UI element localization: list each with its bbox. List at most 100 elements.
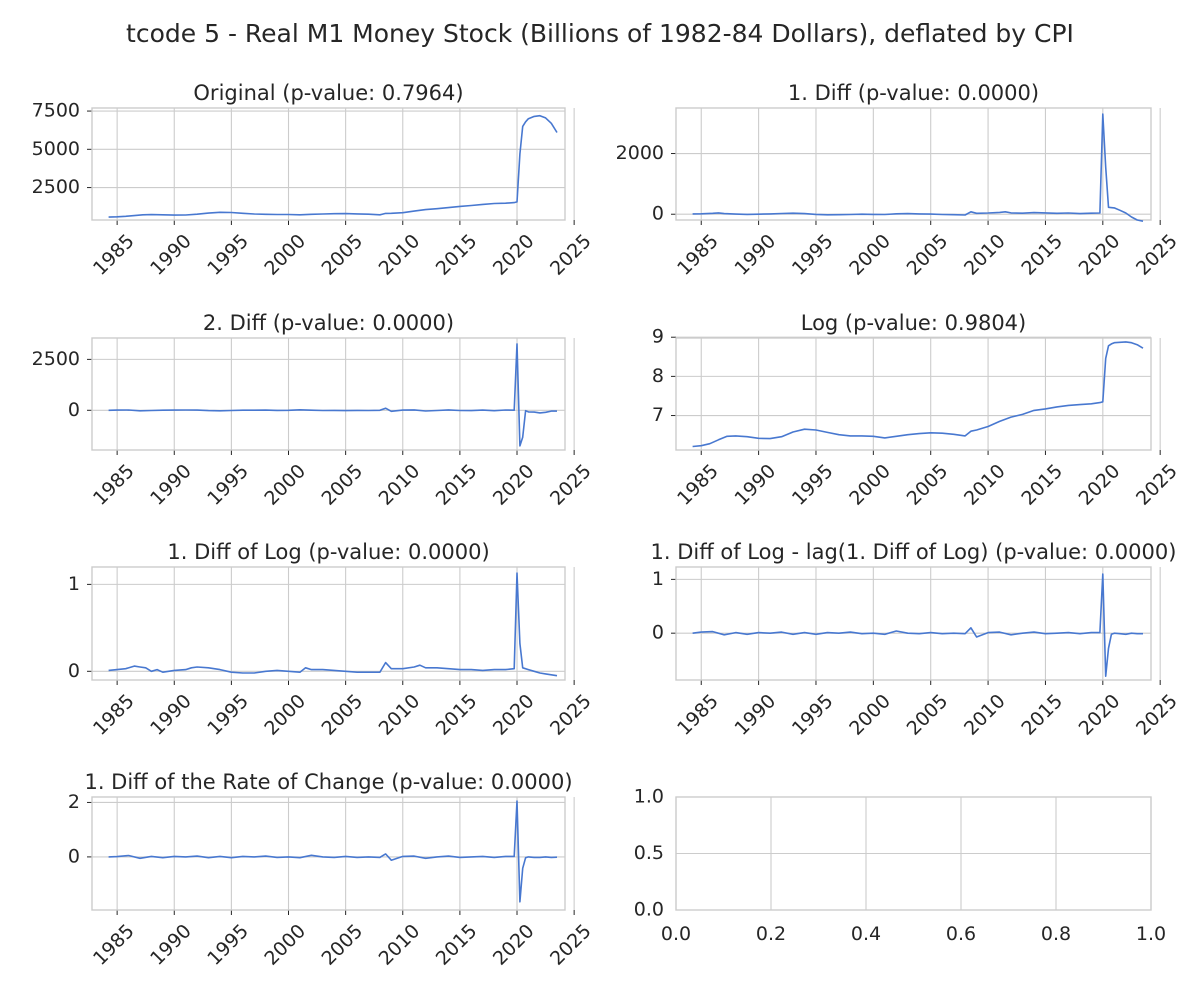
x-tick-label: 1985	[673, 460, 723, 510]
plot-area	[675, 337, 1152, 451]
plot-area	[91, 337, 566, 451]
x-tick-label: 2010	[960, 230, 1010, 280]
subplot-4: Log (p-value: 0.9804) 1985 1990 1995 2000 200…	[652, 311, 1182, 510]
x-tick-label: 2010	[375, 690, 425, 740]
series-line	[692, 341, 1144, 448]
y-tick-label: 2	[68, 791, 80, 813]
plot-area	[675, 566, 1152, 681]
series-line	[108, 343, 557, 447]
x-tick-label: 2000	[260, 920, 310, 970]
x-tick-label: 2015	[432, 460, 482, 510]
x-tick-label: 2020	[1075, 230, 1125, 280]
y-tick-label: 1.0	[634, 786, 664, 808]
x-tick-label: 1990	[146, 460, 196, 510]
plot-area	[675, 796, 1152, 911]
subplot-grid: Original (p-value: 0.7964)1985 1990 1995 20…	[32, 81, 1182, 970]
y-tick-label: 0	[652, 622, 664, 644]
y-tick-label: 0	[68, 660, 80, 682]
series-line	[108, 572, 558, 677]
y-tick-label: 1	[652, 568, 664, 590]
x-tick-label: 2015	[432, 920, 482, 970]
subplot-1: Original (p-value: 0.7964)1985 1990 1995 20…	[32, 81, 596, 280]
x-tick-label: 2005	[317, 460, 367, 510]
y-tick-label: 7500	[32, 100, 80, 122]
x-tick-label: 1995	[203, 920, 253, 970]
plot-area	[91, 566, 566, 681]
x-tick-label: 2000	[845, 690, 895, 740]
x-tick-label: 2020	[1075, 690, 1125, 740]
x-tick-label: 2005	[317, 690, 367, 740]
y-tick-label: 0.0	[634, 899, 664, 921]
x-tick-label: 2020	[1075, 460, 1125, 510]
x-tick-label: 2025	[546, 920, 596, 970]
x-tick-label: 1995	[203, 230, 253, 280]
y-tick-label: 9	[652, 326, 664, 348]
plot-area	[91, 107, 566, 221]
x-tick-label: 2005	[903, 460, 953, 510]
y-tick-label: 0	[68, 845, 80, 867]
plot-area	[675, 107, 1152, 221]
x-tick-label: 2015	[1017, 460, 1067, 510]
x-tick-label: 2015	[432, 230, 482, 280]
x-tick-label: 1990	[730, 230, 780, 280]
x-tick-label: 2010	[960, 460, 1010, 510]
x-tick-label: 2005	[903, 230, 953, 280]
y-tick-label: 7	[652, 404, 664, 426]
x-tick-label: 0.8	[1041, 923, 1071, 945]
x-tick-label: 2010	[375, 920, 425, 970]
x-tick-label: 1990	[146, 230, 196, 280]
x-tick-label: 2015	[432, 690, 482, 740]
subplot-6: 1. Diff of Log - lag(1. Diff of Log) (p-…	[651, 540, 1182, 740]
x-tick-label: 2025	[1132, 690, 1182, 740]
subplot-title: 1. Diff (p-value: 0.0000)	[788, 81, 1039, 105]
x-tick-label: 2025	[546, 230, 596, 280]
x-tick-label: 0.0	[661, 923, 691, 945]
x-tick-label: 1985	[89, 230, 139, 280]
x-tick-label: 1995	[203, 690, 253, 740]
subplot-title: Original (p-value: 0.7964)	[193, 81, 463, 105]
subplot-title: 1. Diff of Log (p-value: 0.0000)	[167, 540, 489, 564]
y-tick-label: 2000	[616, 142, 664, 164]
x-tick-label: 0.4	[851, 923, 881, 945]
y-tick-label: 2500	[32, 348, 80, 370]
x-tick-label: 0.2	[756, 923, 786, 945]
x-tick-label: 0.6	[946, 923, 976, 945]
series-line	[108, 114, 558, 218]
x-tick-label: 2010	[375, 230, 425, 280]
x-tick-label: 2020	[489, 230, 539, 280]
x-tick-label: 2000	[260, 460, 310, 510]
y-tick-label: 5000	[32, 138, 80, 160]
x-tick-label: 2015	[1017, 690, 1067, 740]
x-tick-label: 2020	[489, 460, 539, 510]
x-tick-label: 2000	[845, 460, 895, 510]
x-tick-label: 1990	[146, 920, 196, 970]
x-tick-label: 1985	[673, 690, 723, 740]
x-tick-label: 1985	[673, 230, 723, 280]
x-tick-label: 2000	[260, 690, 310, 740]
x-tick-label: 2025	[546, 460, 596, 510]
x-tick-label: 2010	[960, 690, 1010, 740]
series-line	[692, 113, 1144, 222]
subplot-2: 1. Diff (p-value: 0.0000) 1985 1990 1995 200…	[616, 81, 1182, 280]
subplot-title: Log (p-value: 0.9804)	[801, 311, 1027, 335]
x-tick-label: 2005	[903, 690, 953, 740]
x-tick-label: 1995	[788, 230, 838, 280]
x-tick-label: 2025	[1132, 230, 1182, 280]
x-tick-label: 2005	[317, 920, 367, 970]
x-tick-label: 1995	[203, 460, 253, 510]
y-tick-label: 0.5	[634, 842, 664, 864]
x-tick-label: 1985	[89, 690, 139, 740]
x-tick-label: 1990	[730, 690, 780, 740]
y-tick-label: 8	[652, 365, 664, 387]
x-tick-label: 1995	[788, 460, 838, 510]
x-tick-label: 2005	[317, 230, 367, 280]
y-tick-label: 1	[68, 573, 80, 595]
subplot-5: 1. Diff of Log (p-value: 0.0000) 1985 1990…	[68, 540, 596, 740]
x-tick-label: 2020	[489, 690, 539, 740]
x-tick-label: 2000	[260, 230, 310, 280]
x-tick-label: 2025	[1132, 460, 1182, 510]
x-tick-label: 1990	[730, 460, 780, 510]
x-tick-label: 2025	[546, 690, 596, 740]
x-tick-label: 1990	[146, 690, 196, 740]
